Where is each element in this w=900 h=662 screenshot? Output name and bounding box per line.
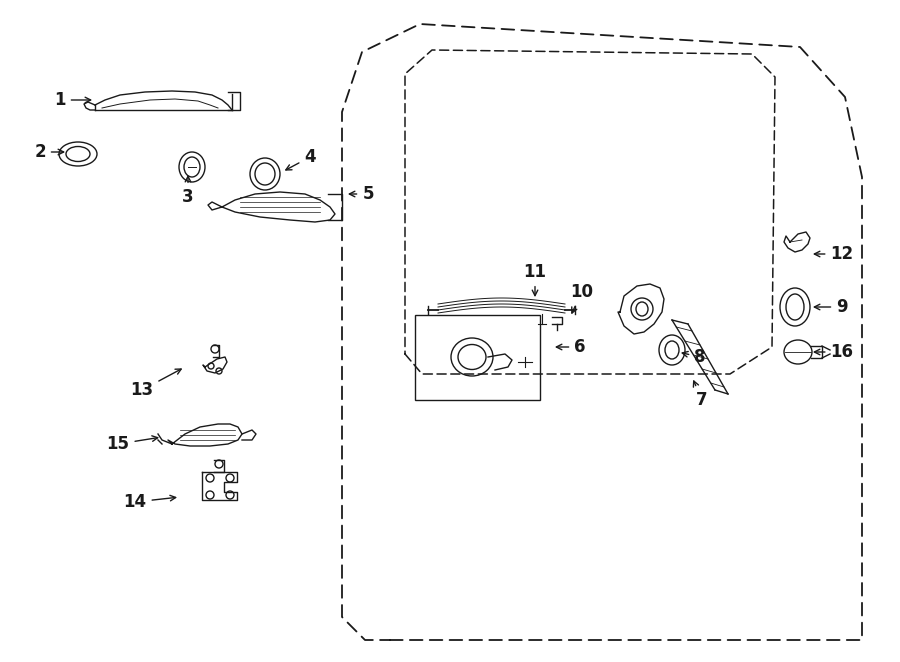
Text: 8: 8 <box>682 348 706 366</box>
Text: 15: 15 <box>106 435 158 453</box>
Text: 13: 13 <box>130 369 181 399</box>
Text: 9: 9 <box>814 298 848 316</box>
Text: 12: 12 <box>814 245 853 263</box>
Text: 1: 1 <box>54 91 91 109</box>
Text: 14: 14 <box>123 493 176 511</box>
Text: 4: 4 <box>286 148 316 170</box>
Text: 3: 3 <box>182 176 194 206</box>
Text: 7: 7 <box>693 381 707 409</box>
Text: 2: 2 <box>34 143 64 161</box>
Text: 11: 11 <box>524 263 546 296</box>
Text: 6: 6 <box>556 338 586 356</box>
Text: 5: 5 <box>349 185 373 203</box>
Text: 16: 16 <box>814 343 853 361</box>
Text: 10: 10 <box>571 283 593 313</box>
